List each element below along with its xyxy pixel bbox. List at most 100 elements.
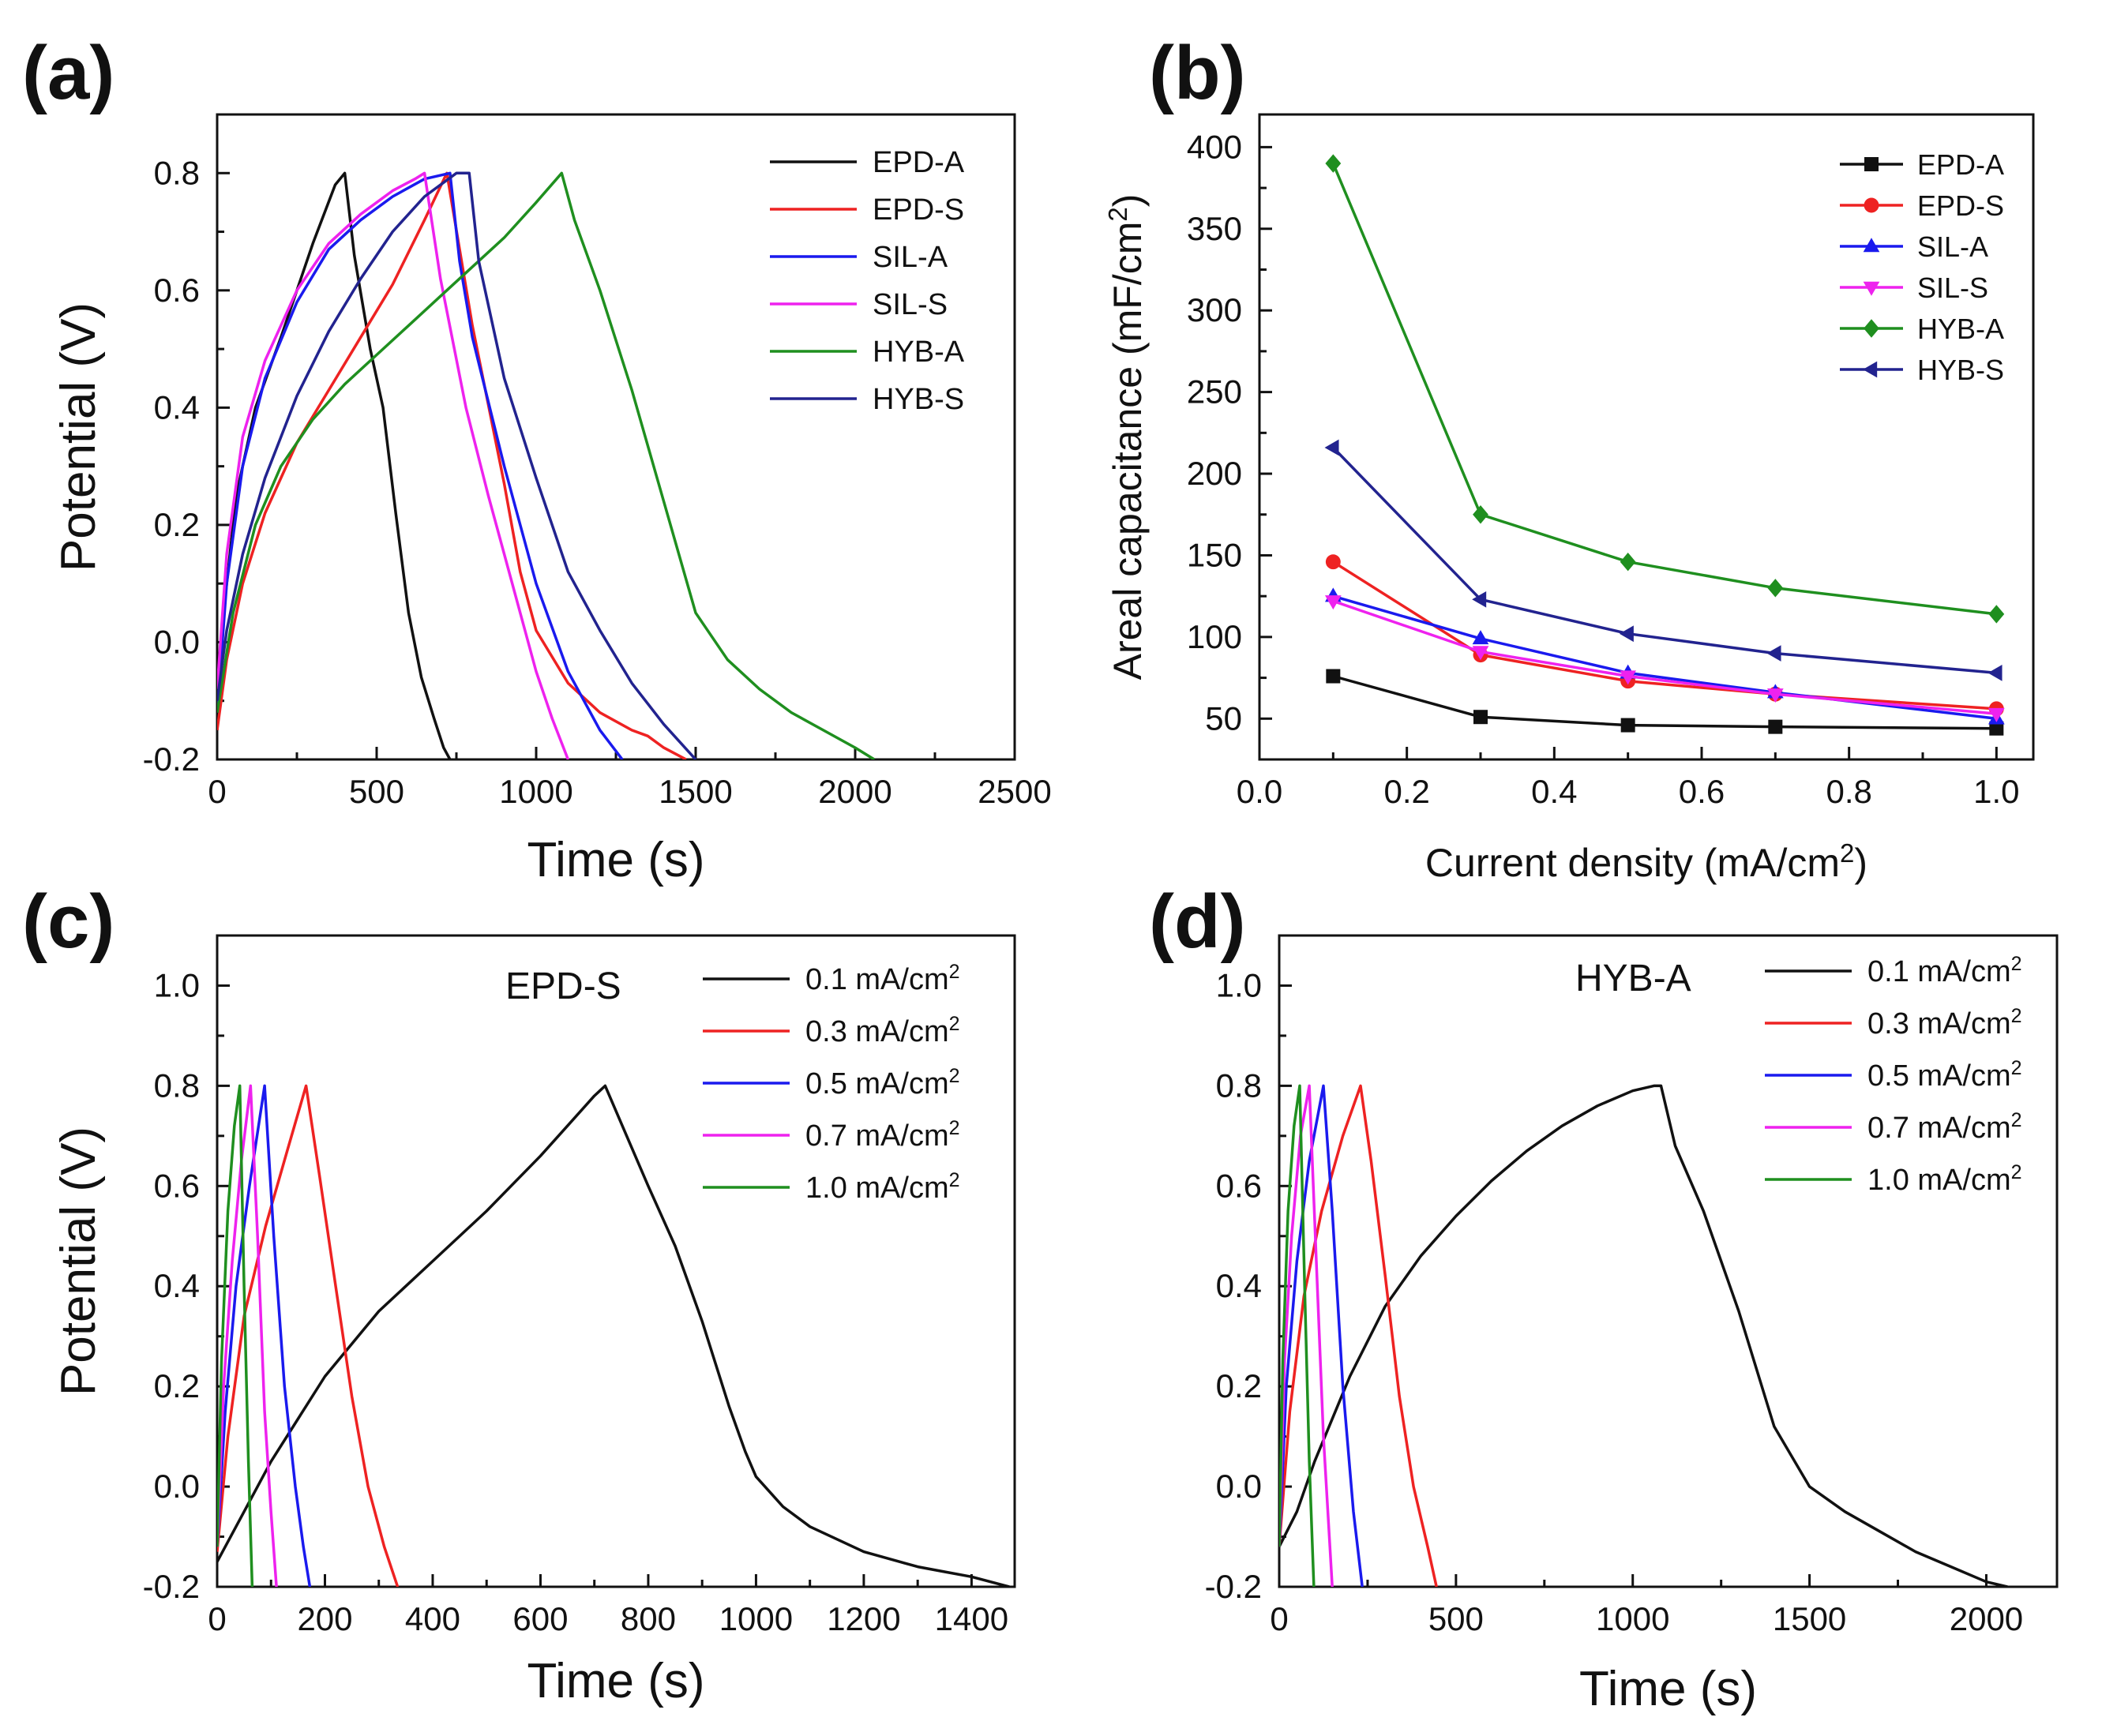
x-axis-title: Current density (mA/cm2) — [1425, 838, 1867, 886]
data-point — [1988, 665, 2003, 681]
data-point — [1766, 688, 1784, 703]
x-tick-label: 200 — [297, 1600, 352, 1637]
legend-label: 0.5 mA/cm2 — [1867, 1057, 2022, 1093]
series-line-hyb-s — [217, 171, 697, 759]
y-tick-label: 350 — [1187, 210, 1242, 247]
data-point — [1766, 645, 1781, 662]
legend-label: SIL-A — [873, 241, 948, 274]
y-tick-label: 0.4 — [1216, 1267, 1262, 1304]
legend: 0.1 mA/cm2 0.3 mA/cm2 0.5 mA/cm2 0.7 mA/cm2… — [703, 961, 960, 1205]
y-axis-title: Potential (V) — [51, 302, 106, 572]
data-point — [1620, 553, 1636, 572]
series-line-hyb-s — [1332, 446, 1997, 675]
legend-label: 1.0 mA/cm2 — [805, 1169, 960, 1205]
x-tick-label: 500 — [1428, 1600, 1484, 1637]
legend-label: 0.5 mA/cm2 — [805, 1065, 960, 1100]
chart-title: HYB-A — [1575, 958, 1691, 999]
series-line-0-3-ma-cm- — [217, 1084, 400, 1587]
plot-area — [1324, 154, 2005, 736]
legend-marker — [1863, 281, 1880, 296]
legend: EPD-A EPD-S SIL-A SIL-S HYB-A HYB-S — [770, 146, 965, 416]
x-tick-label: 1200 — [827, 1600, 900, 1637]
y-tick-label: 0.0 — [154, 623, 200, 660]
plot-area — [1279, 1084, 2008, 1587]
x-axis-title: Time (s) — [527, 1654, 705, 1708]
series-line-sil-a — [1332, 594, 1997, 721]
series-line-sil-s — [1332, 599, 1997, 715]
x-tick-label: 1500 — [1773, 1600, 1846, 1637]
legend-label: EPD-S — [1917, 189, 2004, 222]
legend-label: HYB-S — [873, 383, 964, 416]
data-point — [1473, 710, 1488, 725]
legend-marker — [1863, 361, 1878, 378]
data-point — [1326, 669, 1341, 684]
panel-label: (b) — [1149, 31, 1246, 115]
x-tick-label: 0.4 — [1531, 773, 1577, 810]
series-line-1-0-ma-cm- — [1279, 1084, 1316, 1587]
legend-label: SIL-A — [1917, 231, 1988, 263]
y-tick-label: -0.2 — [1205, 1568, 1262, 1605]
data-point — [1619, 625, 1634, 643]
x-tick-label: 0 — [1270, 1600, 1288, 1637]
x-tick-label: 0.0 — [1237, 773, 1282, 810]
x-tick-label: 1500 — [659, 773, 732, 810]
data-point — [1472, 630, 1489, 645]
x-tick-label: 2000 — [818, 773, 891, 810]
legend-label: SIL-S — [1917, 272, 1988, 304]
panel-label: (c) — [22, 879, 114, 964]
y-tick-label: 0.8 — [154, 1067, 200, 1104]
y-tick-label: 50 — [1205, 699, 1242, 737]
y-tick-label: 200 — [1187, 455, 1242, 492]
y-tick-label: 0.6 — [1216, 1167, 1262, 1204]
series-line-0-7-ma-cm- — [217, 1084, 278, 1587]
legend: EPD-A EPD-S SIL-A SIL-S HYB-A HYB-S — [1840, 148, 2004, 386]
legend-label: HYB-A — [873, 336, 965, 369]
panel-label: (a) — [22, 31, 114, 115]
series-line-0-5-ma-cm- — [217, 1084, 312, 1587]
y-axis-title: Potential (V) — [51, 1127, 106, 1396]
y-tick-label: 300 — [1187, 291, 1242, 328]
y-tick-label: -0.2 — [143, 741, 200, 778]
x-tick-label: 800 — [621, 1600, 676, 1637]
legend-label: 1.0 mA/cm2 — [1867, 1161, 2022, 1197]
data-point — [1620, 670, 1637, 685]
x-tick-label: 500 — [349, 773, 404, 810]
x-tick-label: 0.6 — [1679, 773, 1725, 810]
y-tick-label: 1.0 — [154, 966, 200, 1003]
y-tick-label: 0.2 — [154, 506, 200, 543]
legend-label: 0.3 mA/cm2 — [805, 1013, 960, 1048]
legend-label: 0.7 mA/cm2 — [1867, 1109, 2022, 1145]
legend-label: EPD-A — [873, 146, 965, 179]
legend-marker — [1864, 197, 1879, 213]
y-tick-label: 0.2 — [1216, 1367, 1262, 1404]
x-tick-label: 1000 — [719, 1600, 793, 1637]
legend-label: 0.7 mA/cm2 — [805, 1117, 960, 1153]
chart-title: EPD-S — [505, 965, 621, 1007]
y-tick-label: -0.2 — [143, 1568, 200, 1605]
y-axis-title: Areal capacitance (mF/cm2) — [1103, 194, 1150, 681]
legend-label: SIL-S — [873, 288, 948, 321]
y-tick-label: 0.8 — [1216, 1067, 1262, 1104]
y-tick-label: 400 — [1187, 128, 1242, 165]
series-line-0-5-ma-cm- — [1279, 1084, 1364, 1587]
plot-frame — [1278, 934, 2059, 1588]
series-line-epd-a — [217, 171, 452, 759]
y-tick-label: 0.0 — [154, 1468, 200, 1505]
data-point — [1325, 554, 1341, 570]
y-tick-label: 150 — [1187, 536, 1242, 573]
y-tick-label: 1.0 — [1216, 966, 1262, 1003]
data-point — [1988, 605, 2005, 624]
series-line-hyb-a — [217, 171, 876, 759]
data-point — [1472, 646, 1489, 661]
series-line-hyb-a — [1331, 163, 1997, 616]
plot-area — [217, 1084, 1010, 1587]
data-point — [1768, 719, 1783, 734]
x-tick-label: 400 — [405, 1600, 460, 1637]
data-point — [1620, 718, 1635, 733]
x-tick-label: 0.2 — [1383, 773, 1429, 810]
y-tick-label: 0.4 — [154, 388, 200, 426]
plot-frame — [1258, 113, 2035, 761]
data-point — [1767, 579, 1784, 598]
legend-label: 0.1 mA/cm2 — [1867, 953, 2022, 988]
series-line-sil-s — [217, 171, 570, 759]
